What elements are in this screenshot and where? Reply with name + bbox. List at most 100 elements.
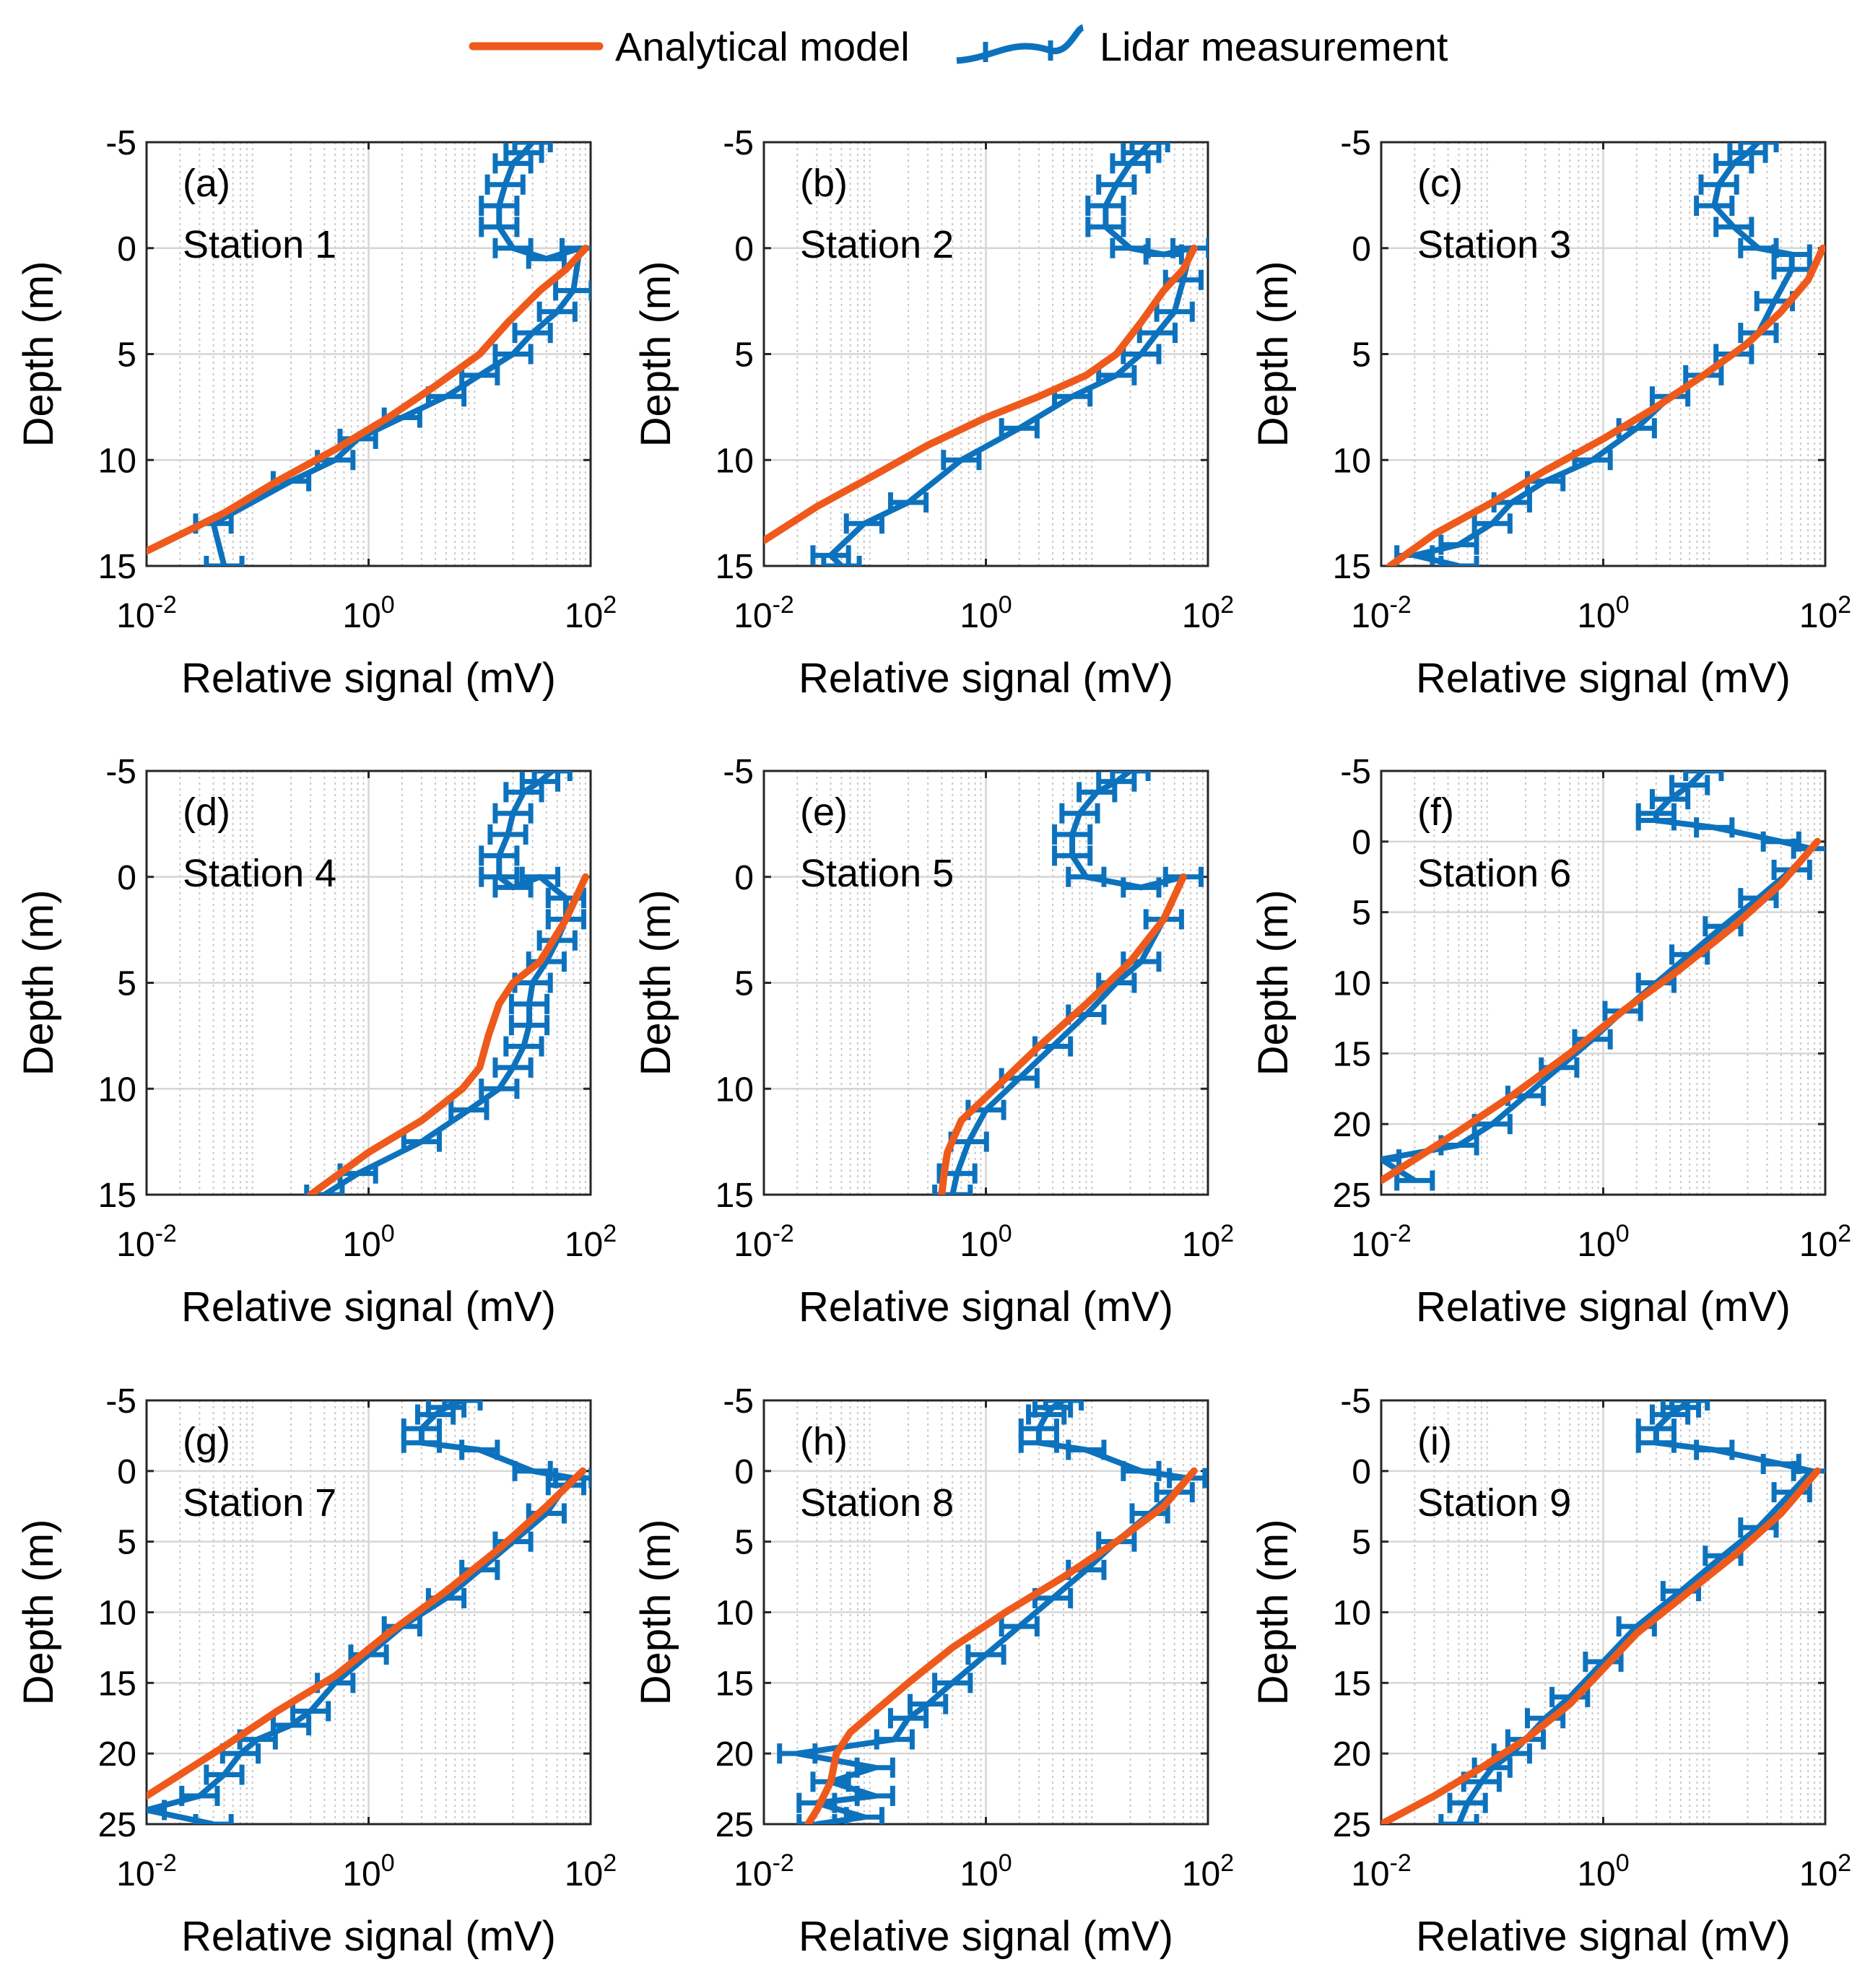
x-axis-label: Relative signal (mV) <box>181 655 556 702</box>
data-layer <box>1381 771 1825 1191</box>
data-layer <box>147 1400 591 1824</box>
y-tick-label: 25 <box>716 1806 754 1844</box>
y-axis-label: Depth (m) <box>632 890 679 1076</box>
x-tick-label: 100 <box>342 1220 394 1264</box>
y-tick-label: 10 <box>1333 442 1371 480</box>
y-tick-label: 5 <box>734 1524 754 1562</box>
data-layer <box>777 1400 1208 1824</box>
x-tick-label: 10-2 <box>116 1220 177 1264</box>
y-tick-label: -5 <box>723 124 754 162</box>
y-tick-label: 0 <box>1352 1453 1371 1491</box>
y-axis-label: Depth (m) <box>15 890 62 1076</box>
y-tick-label: 10 <box>98 1071 136 1109</box>
y-tick-label: -5 <box>723 1382 754 1421</box>
y-tick-label: 10 <box>98 442 136 480</box>
legend-model-label: Analytical model <box>615 24 910 69</box>
station-label: Station 7 <box>183 1481 336 1525</box>
data-layer <box>764 142 1208 566</box>
station-label: Station 4 <box>183 852 336 895</box>
x-axis-label: Relative signal (mV) <box>799 655 1173 702</box>
y-tick-label: 0 <box>1352 230 1371 269</box>
y-tick-label: 5 <box>1352 894 1371 933</box>
x-tick-label: 10-2 <box>116 591 177 635</box>
y-tick-label: 20 <box>716 1735 754 1774</box>
model-series-line <box>938 873 1187 1195</box>
panel-tag: (d) <box>183 790 230 834</box>
panel-tag: (a) <box>183 162 230 205</box>
x-tick-label: 100 <box>960 1849 1012 1893</box>
lidar-series-line <box>1456 1400 1814 1824</box>
y-tick-label: 20 <box>1333 1106 1371 1144</box>
x-tick-label: 102 <box>1799 1220 1851 1264</box>
panel-tag: (i) <box>1417 1420 1452 1463</box>
model-series-line <box>307 873 589 1195</box>
model-series-line <box>1381 837 1822 1185</box>
station-label: Station 6 <box>1417 852 1571 895</box>
x-axis-label: Relative signal (mV) <box>1416 655 1791 702</box>
y-tick-label: 5 <box>734 336 754 375</box>
panel-tag: (h) <box>800 1420 848 1463</box>
model-series-line <box>147 1467 587 1800</box>
y-tick-label: 0 <box>1352 824 1371 862</box>
x-tick-label: 102 <box>565 591 617 635</box>
x-tick-label: 100 <box>960 1220 1012 1264</box>
x-tick-label: 100 <box>960 591 1012 635</box>
x-tick-label: 10-2 <box>116 1849 177 1893</box>
y-tick-label: -5 <box>105 124 136 162</box>
x-tick-label: 102 <box>1799 1849 1851 1893</box>
x-tick-label: 100 <box>342 1849 394 1893</box>
y-tick-label: -5 <box>1340 1382 1371 1421</box>
y-tick-label: 5 <box>117 1524 136 1562</box>
x-tick-label: 100 <box>1577 1849 1629 1893</box>
y-tick-label: 5 <box>1352 1524 1371 1562</box>
x-tick-label: 102 <box>565 1220 617 1264</box>
y-tick-label: 0 <box>117 1453 136 1491</box>
panel-tag: (g) <box>183 1420 230 1463</box>
y-tick-label: 15 <box>716 1177 754 1215</box>
x-tick-label: 10-2 <box>1351 591 1412 635</box>
y-tick-label: 20 <box>98 1735 136 1774</box>
y-tick-label: 10 <box>716 1071 754 1109</box>
station-label: Station 2 <box>800 223 954 266</box>
y-axis-label: Depth (m) <box>15 261 62 448</box>
x-tick-label: 10-2 <box>734 1220 794 1264</box>
y-tick-label: 0 <box>734 859 754 897</box>
station-label: Station 1 <box>183 223 336 266</box>
legend-lidar-swatch <box>956 24 1085 64</box>
station-label: Station 3 <box>1417 223 1571 266</box>
data-layer <box>147 142 591 566</box>
y-tick-label: 0 <box>117 230 136 269</box>
y-tick-label: 15 <box>1333 1665 1371 1703</box>
y-tick-label: 5 <box>117 336 136 375</box>
y-tick-label: 15 <box>716 548 754 586</box>
data-layer <box>304 771 589 1195</box>
legend: Analytical model Lidar measurement <box>469 24 1448 69</box>
x-tick-label: 10-2 <box>734 591 794 635</box>
model-series-line <box>804 1467 1198 1824</box>
model-series-line <box>1386 244 1825 566</box>
y-tick-label: 15 <box>98 548 136 586</box>
y-tick-label: 5 <box>117 965 136 1003</box>
station-label: Station 5 <box>800 852 954 895</box>
y-axis-label: Depth (m) <box>1250 890 1297 1076</box>
y-tick-label: 20 <box>1333 1735 1371 1774</box>
y-axis-label: Depth (m) <box>632 1520 679 1706</box>
y-tick-label: 10 <box>98 1595 136 1633</box>
y-axis-label: Depth (m) <box>15 1520 62 1706</box>
y-tick-label: 10 <box>1333 1595 1371 1633</box>
x-tick-label: 102 <box>1182 1849 1234 1893</box>
y-tick-label: 0 <box>734 1453 754 1491</box>
y-tick-label: 25 <box>98 1806 136 1844</box>
panel-tag: (c) <box>1417 162 1463 205</box>
